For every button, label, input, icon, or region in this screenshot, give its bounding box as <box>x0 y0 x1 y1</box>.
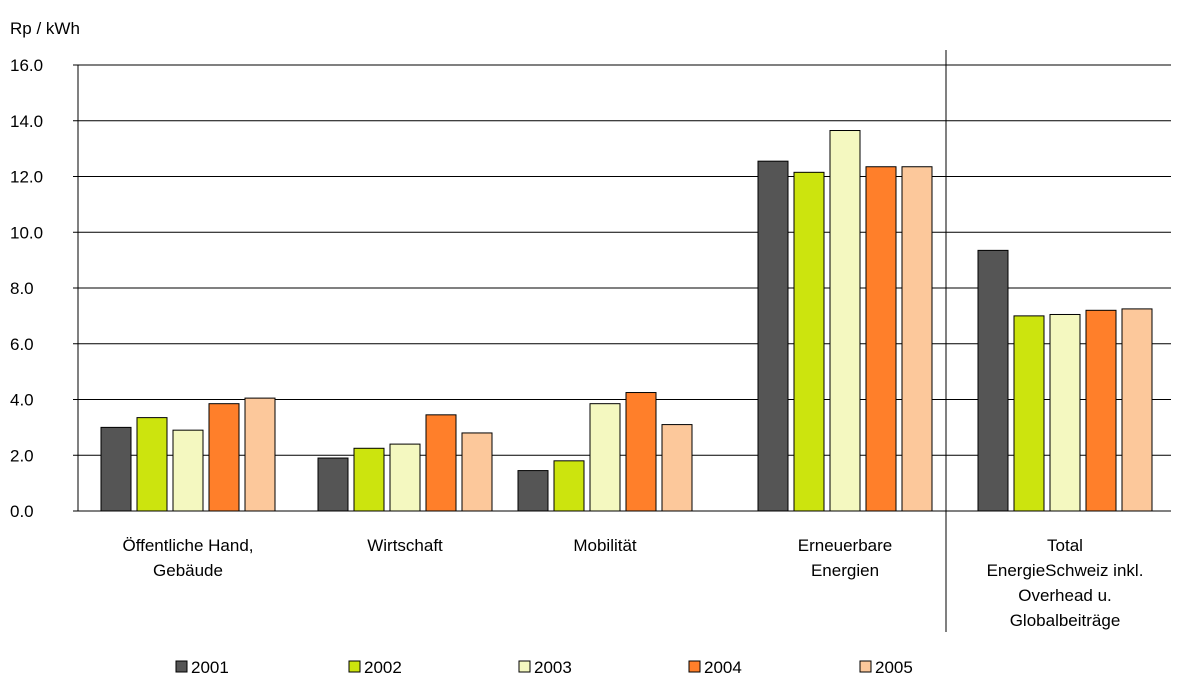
y-tick-label: 10.0 <box>10 223 43 242</box>
bar-2005-cat-3 <box>901 166 933 512</box>
bar-2003-cat-3 <box>829 130 861 512</box>
bar-2002-cat-1 <box>353 447 385 512</box>
bar-2003-cat-0 <box>172 429 204 512</box>
legend-swatch <box>175 660 188 673</box>
y-axis-unit-label: Rp / kWh <box>10 19 80 38</box>
bar-2003-cat-1 <box>389 443 421 512</box>
category-label-line: Energien <box>811 561 879 580</box>
legend-item-2003: 2003 <box>518 658 572 677</box>
bar-2005-cat-4 <box>1121 308 1153 512</box>
legend-label: 2003 <box>534 658 572 677</box>
legend-swatch <box>859 660 872 673</box>
y-tick-label: 12.0 <box>10 168 43 187</box>
bar-2001-cat-2 <box>517 470 549 512</box>
legend-label: 2005 <box>875 658 913 677</box>
bar-2003-cat-4 <box>1049 313 1081 512</box>
category-label-line: Mobilität <box>573 536 637 555</box>
bar-2003-cat-2 <box>589 403 621 512</box>
bar-2001-cat-3 <box>757 160 789 512</box>
legend-item-2004: 2004 <box>688 658 742 677</box>
y-tick-label: 8.0 <box>10 279 34 298</box>
category-label-line: Öffentliche Hand, <box>122 536 253 555</box>
legend-swatch <box>518 660 531 673</box>
category-labels: Öffentliche Hand, Gebäude Wirtschaft Mobili… <box>122 536 1143 630</box>
category-label: Mobilität <box>573 536 637 555</box>
bar-2004-cat-4 <box>1085 309 1117 512</box>
category-label-line: Erneuerbare <box>798 536 893 555</box>
legend-item-2005: 2005 <box>859 658 913 677</box>
bar-2002-cat-2 <box>553 460 585 512</box>
category-label-line: EnergieSchweiz inkl. <box>987 561 1144 580</box>
y-tick-label: 2.0 <box>10 446 34 465</box>
legend-label: 2001 <box>191 658 229 677</box>
bar-2004-cat-3 <box>865 166 897 512</box>
legend: 2001 2002 2003 2004 2005 <box>175 658 913 677</box>
legend-swatch <box>348 660 361 673</box>
category-label: Total EnergieSchweiz inkl. Overhead u. Glob… <box>987 536 1144 630</box>
bar-2002-cat-0 <box>136 417 168 512</box>
legend-item-2001: 2001 <box>175 658 229 677</box>
y-tick-label: 0.0 <box>10 502 34 521</box>
category-label: Wirtschaft <box>367 536 443 555</box>
legend-item-2002: 2002 <box>348 658 402 677</box>
category-label-line: Overhead u. <box>1018 586 1112 605</box>
y-tick-label: 4.0 <box>10 391 34 410</box>
bar-2001-cat-0 <box>100 426 132 512</box>
bar-2002-cat-3 <box>793 171 825 512</box>
bar-2005-cat-0 <box>244 397 276 512</box>
legend-label: 2004 <box>704 658 742 677</box>
bar-2004-cat-2 <box>625 392 657 512</box>
bar-2004-cat-0 <box>208 403 240 512</box>
category-label-line: Gebäude <box>153 561 223 580</box>
legend-label: 2002 <box>364 658 402 677</box>
bar-2004-cat-1 <box>425 414 457 512</box>
category-label-line: Total <box>1047 536 1083 555</box>
y-tick-label: 14.0 <box>10 112 43 131</box>
category-label: Öffentliche Hand, Gebäude <box>122 536 253 580</box>
bar-2005-cat-1 <box>461 432 493 512</box>
bar-2002-cat-4 <box>1013 315 1045 512</box>
axes: 0.0 2.0 4.0 6.0 8.0 10.0 12.0 14.0 16.0 <box>10 50 947 632</box>
y-tick-label: 16.0 <box>10 56 43 75</box>
bar-2005-cat-2 <box>661 424 693 512</box>
bars <box>100 130 1153 512</box>
category-label-line: Wirtschaft <box>367 536 443 555</box>
category-label: Erneuerbare Energien <box>798 536 893 580</box>
y-tick-label: 6.0 <box>10 335 34 354</box>
bar-2001-cat-4 <box>977 249 1009 512</box>
legend-swatch <box>688 660 701 673</box>
category-label-line: Globalbeiträge <box>1010 611 1121 630</box>
bar-2001-cat-1 <box>317 457 349 512</box>
